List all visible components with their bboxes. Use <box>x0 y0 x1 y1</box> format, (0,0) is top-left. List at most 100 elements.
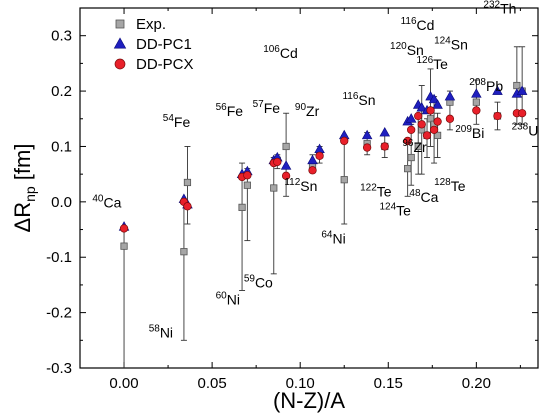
dd-pcx-point <box>429 125 439 134</box>
isotope-element: Fe <box>264 100 281 116</box>
isotope-element: Sn <box>358 92 375 108</box>
legend-marker-dd-pc1 <box>113 37 127 49</box>
dd-pcx-point <box>340 136 349 146</box>
isotope-label: 208Pb <box>469 77 503 94</box>
isotope-mass: 124 <box>434 36 451 47</box>
isotope-mass: 54 <box>163 113 175 124</box>
dd-pc1-point <box>492 85 503 95</box>
legend-label: DD-PCX <box>136 56 194 73</box>
isotope-mass: 209 <box>455 124 472 135</box>
isotope-label: 122Te <box>360 182 392 199</box>
dd-pcx-point <box>119 224 129 233</box>
legend-marker-exp <box>115 19 125 29</box>
dd-pc1-point <box>416 102 427 112</box>
dd-pc1-point <box>428 93 440 104</box>
y-tick-label: -0.2 <box>46 305 72 322</box>
dd-pcx-point <box>517 109 527 118</box>
isotope-mass: 112 <box>284 177 300 188</box>
isotope-element: Ni <box>332 230 345 246</box>
legend: Exp. DD-PC1 DD-PCX <box>113 16 194 73</box>
isotope-label: 124Sn <box>434 36 468 53</box>
dd-pcx-point <box>308 166 317 175</box>
isotope-label: 48Ca <box>409 188 438 205</box>
isotope-label: 56Fe <box>216 102 244 119</box>
isotope-label: 209Bi <box>455 124 484 141</box>
dd-pc1-point <box>471 88 482 98</box>
isotope-label: 124Te <box>379 202 411 219</box>
dd-pc1-point <box>314 143 325 154</box>
isotope-label: 232Th <box>483 0 516 17</box>
isotope-mass: 56 <box>216 102 228 113</box>
isotope-element: Fe <box>174 114 191 130</box>
y-tick-label: 0.2 <box>51 83 72 100</box>
isotope-label: 64Ni <box>321 229 345 246</box>
y-axis-title-main: ΔR <box>10 202 35 233</box>
y-axis-title: ΔRnp [fm] <box>10 144 38 233</box>
isotope-element: Pb <box>486 78 503 94</box>
isotope-element: Th <box>500 1 516 17</box>
isotope-element: Sn <box>407 42 424 58</box>
exp-point <box>183 178 192 187</box>
y-tick-label: 0.0 <box>51 194 72 211</box>
y-axis-title-sub: np <box>22 186 38 202</box>
isotope-mass: 116 <box>401 16 417 27</box>
dd-pc1-point <box>361 129 373 140</box>
legend-label: Exp. <box>136 16 166 33</box>
isotope-element: Fe <box>227 103 244 119</box>
isotope-label: 96Zr <box>402 138 427 155</box>
exp-point <box>414 142 422 151</box>
dd-pcx-series <box>119 106 527 233</box>
y-tick-label: 0.1 <box>51 138 72 155</box>
exp-point <box>180 248 188 256</box>
dd-pc1-point <box>432 99 443 109</box>
y-tick-label: -0.1 <box>46 249 72 266</box>
dd-pcx-point <box>380 142 389 151</box>
dd-pcx-point <box>403 136 412 146</box>
exp-point <box>472 98 480 106</box>
isotope-mass: 232 <box>483 0 500 11</box>
dd-pcx-point <box>243 171 252 180</box>
isotope-label: 90Zr <box>295 102 320 119</box>
isotope-element: Sn <box>451 37 468 53</box>
isotope-mass: 96 <box>402 138 414 149</box>
isotope-mass: 122 <box>360 182 377 193</box>
dd-pcx-point <box>445 114 455 123</box>
plot-area <box>79 7 539 369</box>
dd-pc1-point <box>280 160 292 170</box>
isotope-mass: 58 <box>149 324 161 335</box>
isotope-element: Cd <box>280 45 298 61</box>
exp-point <box>270 184 278 192</box>
isotope-mass: 238 <box>512 121 529 132</box>
isotope-label: 57Fe <box>253 99 281 116</box>
isotope-mass: 128 <box>434 177 451 188</box>
isotope-element: Ca <box>103 194 121 210</box>
isotope-element: Ni <box>160 325 173 341</box>
isotope-mass: 116 <box>342 91 358 102</box>
isotope-element: U <box>528 122 538 138</box>
dd-pc1-point <box>444 91 456 101</box>
y-axis-title-unit: [fm] <box>10 144 35 187</box>
exp-point <box>404 165 412 173</box>
exp-point <box>282 142 290 151</box>
isotope-element: Te <box>433 56 448 72</box>
isotope-element: Ni <box>227 291 240 307</box>
isotope-label: 40Ca <box>92 193 121 210</box>
isotope-label: 116Cd <box>401 16 435 33</box>
dd-pcx-point <box>273 157 282 167</box>
isotope-element: Te <box>451 178 466 194</box>
isotope-mass: 48 <box>409 188 421 199</box>
isotope-element: Ca <box>421 189 439 205</box>
x-tick-label: 0.20 <box>462 375 491 392</box>
isotope-label: 58Ni <box>149 324 173 341</box>
isotope-label: 128Te <box>434 177 466 194</box>
isotope-element: Sn <box>300 178 317 194</box>
isotope-label: 112Sn <box>284 177 317 194</box>
isotope-mass: 126 <box>416 55 433 66</box>
dd-pcx-point <box>414 111 423 121</box>
isotope-element: Te <box>377 183 392 199</box>
isotope-label: 59Co <box>244 274 273 291</box>
error-bars <box>121 46 526 368</box>
isotope-mass: 124 <box>379 202 396 213</box>
dd-pc1-point <box>307 154 318 165</box>
